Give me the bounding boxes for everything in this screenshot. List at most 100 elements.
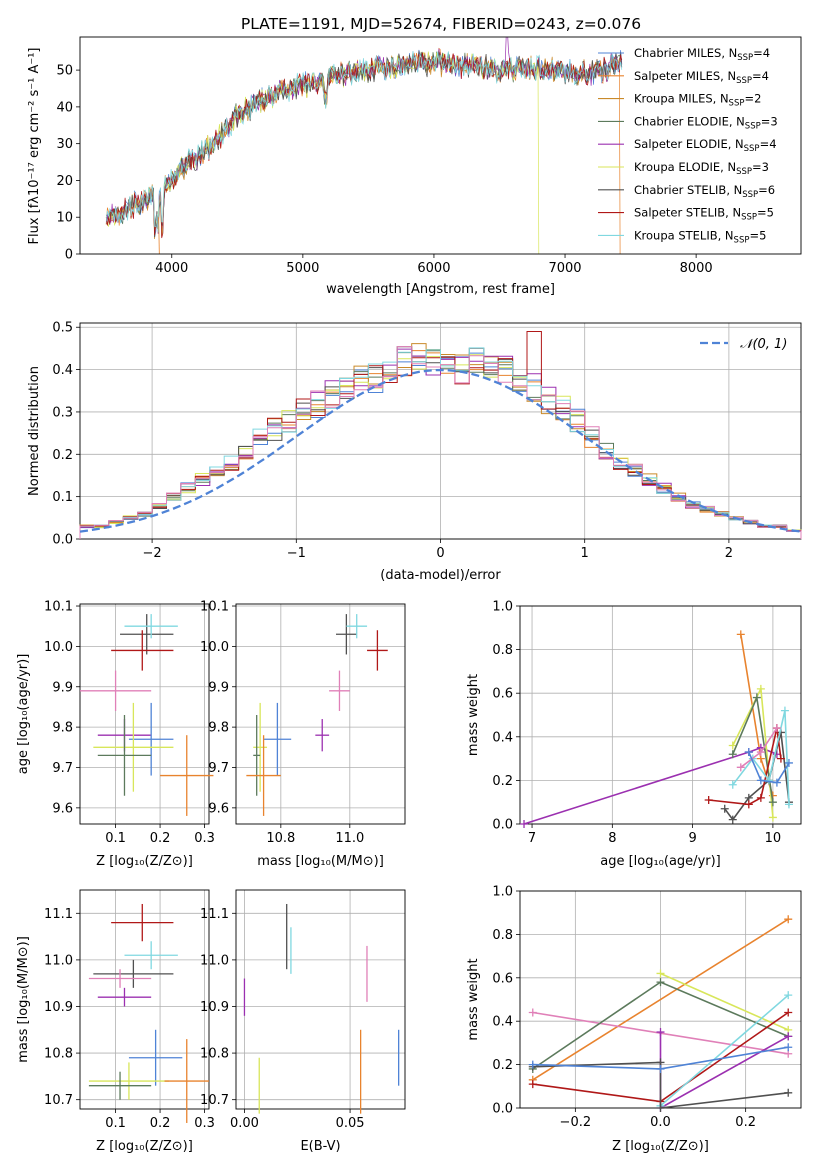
age-weight-panel: 7 8 9 10 0.0 0.2 0.4 0.6 0.8 1.0 age [log₁₀(age/yr… [466,600,802,869]
x-tick-label: 8000 [680,261,713,276]
x-tick-label: 0.1 [105,831,126,846]
legend-n: =5 [757,206,774,220]
weight-line-kroupa_elodie [660,972,789,1031]
y-tick-label: 40 [56,100,73,115]
x-tick-label: −2 [143,546,162,561]
spectrum-line-kroupa_stelib [105,51,623,233]
y-tick-label: 10.1 [44,600,73,615]
y-tick-label: 30 [56,137,73,152]
x-axis-label: E(B-V) [300,1139,340,1154]
weight-line-chabrier_stelib [532,1061,789,1109]
legend-n: =4 [753,46,770,60]
weight-point-salpeter_stelib [528,1080,537,1089]
legend-n: =4 [760,137,777,151]
y-tick-label: 10 [56,211,73,226]
y-axis-label: mass weight [466,958,481,1040]
legend-name: Kroupa ELODIE, N [634,160,736,174]
y-tick-label: 0.2 [492,774,513,789]
x-tick-label: 0.0 [650,1115,671,1130]
weight-point-chabrier_miles [528,1060,537,1069]
z-mass-panel: 0.1 0.2 0.3 10.7 10.8 10.9 11.0 11.1 Z [log₁₀(Z/… [16,889,215,1154]
weight-point-salpeter_miles [784,915,793,924]
weight-point-salpeter_miles [736,630,745,639]
weight-line-kroupa_stelib [659,994,789,1107]
weight-point-salpeter_stelib [756,793,765,802]
weight-point-salpeter_stelib [776,754,785,763]
x-tick-label: 0.1 [105,1116,126,1131]
x-axis-label: Z [log₁₀(Z/Z⊙)] [96,1139,193,1154]
y-tick-label: 9.6 [208,801,229,816]
weight-point-chabrier_miles [772,778,781,787]
x-tick-label: 10 [765,831,782,846]
y-tick-label: 9.8 [52,721,73,736]
y-tick-label: 0.6 [492,971,513,986]
x-tick-label: 2 [725,546,733,561]
weight-point-salpeter_elodie [520,820,529,828]
weight-point-kroupa_stelib [728,780,737,789]
y-tick-label: 0.0 [52,533,73,548]
y-tick-label: 10.7 [200,1093,229,1108]
legend-sub: SSP [741,213,757,223]
y-tick-label: 0.3 [52,405,73,420]
x-tick-label: 11.0 [335,831,364,846]
legend-sub: SSP [736,76,752,86]
y-axis-label: Flux [fλ10⁻¹⁷ erg cm⁻² s⁻¹ A⁻¹] [27,48,42,245]
weight-point-chabrier_elodie [768,798,777,807]
x-tick-label: 7 [528,831,536,846]
legend-sub: SSP [729,99,745,109]
y-tick-label: 0.4 [52,363,73,378]
y-tick-label: 10.9 [200,1000,229,1015]
y-tick-label: 0.1 [52,490,73,505]
weight-point-chabrier_miles [784,758,793,767]
weight-point-chabrier_stelib [728,815,737,824]
y-tick-label: 0.0 [492,1102,513,1117]
y-tick-label: 9.7 [52,761,73,776]
y-tick-label: 9.7 [208,761,229,776]
y-tick-label: 0 [65,248,73,263]
y-axis-label: mass [log₁₀(M/M⊙)] [16,936,31,1063]
weight-point-chabrier_miles [744,748,753,757]
y-tick-label: 0.4 [492,1015,513,1030]
axes-frame [79,889,210,1110]
weight-point-chabrier_elodie [656,978,665,987]
y-tick-label: 0.2 [52,448,73,463]
y-tick-label: 10.0 [200,640,229,655]
weight-point-kroupa_elodie [756,684,765,693]
y-tick-label: 20 [56,174,73,189]
legend-name: Salpeter ELODIE, N [634,137,744,151]
weight-point-kroupa_elodie [656,969,665,978]
weight-point-pink [528,1008,537,1017]
x-tick-label: 0.00 [230,1116,259,1131]
x-tick-label: 0 [436,546,444,561]
spectrum-line-salpeter_miles [105,47,621,254]
legend-entry-salpeter_elodie: Salpeter ELODIE, NSSP=4 [634,137,777,154]
legend-sub: SSP [745,121,761,131]
y-tick-label: 11.0 [200,953,229,968]
x-axis-label: wavelength [Angstrom, rest frame] [326,282,555,297]
x-axis-label: age [log₁₀(age/yr)] [600,854,721,869]
x-tick-label: 10.8 [266,831,295,846]
x-tick-label: 0.2 [150,1116,171,1131]
x-tick-label: 0.3 [194,1116,215,1131]
x-tick-label: 4000 [155,261,188,276]
legend-n: =3 [752,160,769,174]
weight-point-pink [756,748,765,757]
legend-entry-salpeter_miles: Salpeter MILES, NSSP=4 [634,69,769,86]
x-tick-label: 1 [581,546,589,561]
legend-entry-kroupa_stelib: Kroupa STELIB, NSSP=5 [634,228,766,245]
spectrum-dip [158,217,160,254]
y-tick-label: 11.1 [44,907,73,922]
weight-point-chabrier_stelib [656,1104,665,1112]
legend-entry-chabrier_miles: Chabrier MILES, NSSP=4 [634,46,770,63]
weight-point-salpeter_stelib [784,1008,793,1017]
x-tick-label: 8 [608,831,616,846]
x-tick-label: 0.2 [735,1115,756,1130]
y-tick-label: 9.6 [52,801,73,816]
mass-age-panel: 10.8 11.0 9.6 9.7 9.8 9.9 10.0 10.1 mass [log₁₀(… [200,600,406,869]
y-tick-label: 10.0 [44,640,73,655]
weight-point-salpeter_stelib [704,796,713,805]
weight-point-kroupa_elodie [728,741,737,750]
weight-line-chabrier_miles [748,751,790,784]
weight-point-chabrier_stelib [784,1088,793,1097]
y-tick-label: 0.6 [492,687,513,702]
